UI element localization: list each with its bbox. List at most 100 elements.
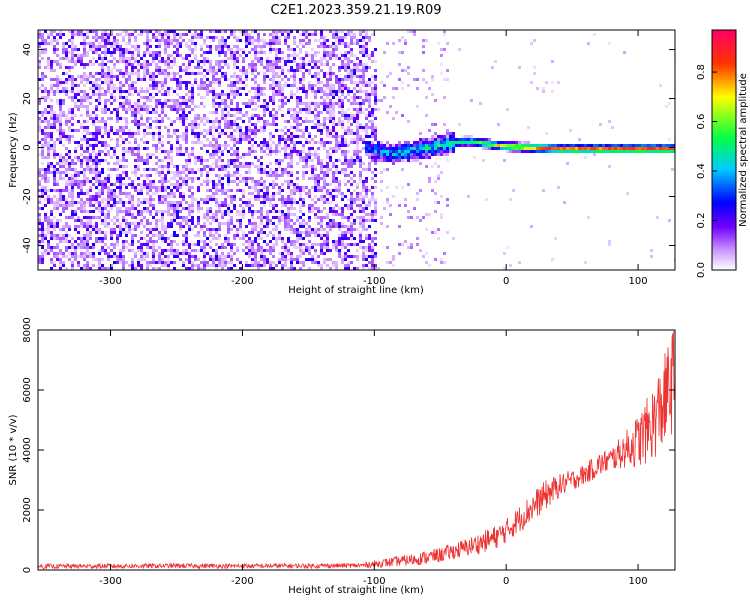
spectrogram-cell [320, 60, 323, 63]
spectrogram-cell [83, 222, 86, 225]
spectrogram-cell [125, 183, 128, 186]
spectrogram-cell [275, 228, 278, 231]
spectrogram-cell [305, 54, 308, 57]
spectrogram-cell [239, 135, 242, 138]
spectrogram-cell [224, 255, 227, 258]
spectrogram-cell [329, 147, 332, 150]
spectrogram-cell [245, 240, 248, 243]
spectrogram-cell [77, 201, 80, 204]
spectrogram-cell [224, 258, 227, 261]
spectrogram-cell [242, 195, 245, 198]
spectrogram-cell [218, 150, 221, 153]
spectrogram-cell [341, 102, 344, 105]
spectrogram-cell [296, 228, 299, 231]
spectrogram-cell [128, 87, 131, 90]
spectrogram-cell [56, 42, 59, 45]
spectrogram-cell [311, 153, 314, 156]
spectrogram-cell [278, 81, 281, 84]
spectrogram-cell [182, 264, 185, 267]
spectrogram-cell [239, 228, 242, 231]
spectrogram-cell [242, 189, 245, 192]
spectrogram-cell [236, 48, 239, 51]
spectrogram-cell [287, 249, 290, 252]
spectrogram-cell [200, 207, 203, 210]
spectrogram-cell [218, 180, 221, 183]
spectrogram-cell [233, 150, 236, 153]
spectrogram-cell [371, 159, 374, 162]
spectrogram-cell [200, 198, 203, 201]
spectrogram-cell [104, 42, 107, 45]
spectrogram-cell [101, 51, 104, 54]
spectrogram-cell [302, 261, 305, 264]
spectrogram-cell [101, 168, 104, 171]
spectrogram-cell [191, 51, 194, 54]
spectrogram-cell [203, 96, 206, 99]
spectrogram-cell [68, 204, 71, 207]
spectrogram-cell [317, 210, 320, 213]
spectrogram-cell [179, 153, 182, 156]
spectrogram-cell [281, 87, 284, 90]
spectrogram-cell [128, 108, 131, 111]
spectrogram-cell [230, 198, 233, 201]
spectrogram-cell [146, 168, 149, 171]
spectrogram-cell [152, 186, 155, 189]
spectrogram-cell [215, 96, 218, 99]
spectrogram-cell [377, 147, 380, 150]
spectrogram-cell [149, 186, 152, 189]
spectrogram-cell [176, 165, 179, 168]
spectrogram-cell [140, 252, 143, 255]
spectrogram-cell [194, 117, 197, 120]
spectrogram-cell [233, 90, 236, 93]
spectrogram-cell [260, 207, 263, 210]
spectrogram-cell [122, 246, 125, 249]
spectrogram-cell [47, 189, 50, 192]
spectrogram-cell [356, 129, 359, 132]
spectrogram-cell [311, 261, 314, 264]
spectrogram-cell [341, 60, 344, 63]
spectrogram-cell [98, 132, 101, 135]
spectrogram-cell [212, 87, 215, 90]
spectrogram-cell [83, 207, 86, 210]
spectrogram-cell [299, 267, 302, 270]
spectrogram-cell [161, 219, 164, 222]
spectrogram-cell [122, 75, 125, 78]
spectrogram-cell [311, 120, 314, 123]
spectrogram-cell [173, 267, 176, 270]
spectrogram-cell [77, 243, 80, 246]
spectrogram-cell [251, 63, 254, 66]
spectrogram-cell [305, 51, 308, 54]
spectrogram-cell [206, 69, 209, 72]
spectrogram-cell [239, 138, 242, 141]
spectrogram-cell [155, 168, 158, 171]
spectrogram-cell [182, 138, 185, 141]
spectrogram-cell [167, 264, 170, 267]
spectrogram-cell [74, 180, 77, 183]
spectrogram-cell [341, 63, 344, 66]
spectrogram-cell [200, 228, 203, 231]
spectrogram-cell [140, 117, 143, 120]
spectrogram-cell [122, 141, 125, 144]
spectrogram-cell [335, 204, 338, 207]
spectrogram-cell [56, 171, 59, 174]
spectrogram-cell [56, 198, 59, 201]
spectrogram-cell [62, 228, 65, 231]
spectrogram-cell [272, 183, 275, 186]
spectrogram-cell [164, 63, 167, 66]
spectrogram-cell [233, 75, 236, 78]
spectrogram-cell [143, 90, 146, 93]
spectrogram-cell [329, 141, 332, 144]
spectrogram-cell [200, 159, 203, 162]
spectrogram-cell [137, 150, 140, 153]
spectrogram-cell [299, 252, 302, 255]
spectrogram-cell [80, 192, 83, 195]
spectrogram-cell [158, 66, 161, 69]
spectrogram-cell [209, 255, 212, 258]
spectrogram-cell [242, 216, 245, 219]
spectrogram-cell [53, 168, 56, 171]
spectrogram-cell [227, 189, 230, 192]
spectrogram-cell [158, 189, 161, 192]
spectrogram-cell [251, 42, 254, 45]
spectrogram-cell [284, 249, 287, 252]
spectrogram-cell [122, 249, 125, 252]
spectrogram-cell [182, 117, 185, 120]
